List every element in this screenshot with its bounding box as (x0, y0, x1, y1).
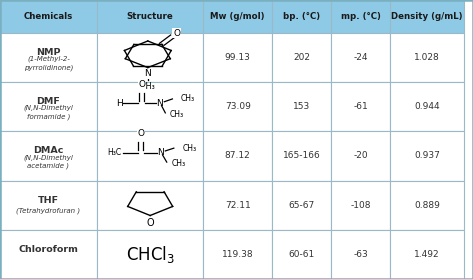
Bar (390, 0, 464, 33)
Text: CH₃: CH₃ (140, 82, 155, 91)
Bar (97, 230, 203, 279)
Text: Chloroform: Chloroform (18, 245, 79, 254)
Bar (272, 181, 331, 230)
Text: -108: -108 (350, 201, 371, 210)
Text: DMAc: DMAc (33, 146, 64, 155)
Bar (390, 33, 464, 82)
Text: N: N (156, 99, 163, 108)
Text: N: N (157, 148, 164, 157)
Bar (203, 33, 272, 82)
Bar (390, 82, 464, 131)
Text: 0.889: 0.889 (414, 201, 440, 210)
Text: Density (g/mL): Density (g/mL) (391, 12, 463, 21)
Bar (272, 0, 331, 33)
Bar (97, 131, 203, 181)
Text: 72.11: 72.11 (225, 201, 251, 210)
Bar (0, 0, 97, 33)
Text: CHCl$_3$: CHCl$_3$ (126, 244, 175, 265)
Text: (1-Methyl-2-
pyrrolidinone): (1-Methyl-2- pyrrolidinone) (24, 56, 73, 71)
Bar (272, 33, 331, 82)
Text: NMP: NMP (36, 48, 61, 57)
Text: N: N (144, 69, 151, 78)
Text: bp. (°C): bp. (°C) (283, 12, 320, 21)
Text: 0.937: 0.937 (414, 151, 440, 160)
Bar (390, 181, 464, 230)
Text: Mw (g/mol): Mw (g/mol) (210, 12, 265, 21)
Text: 60-61: 60-61 (289, 250, 315, 259)
Text: -61: -61 (353, 102, 368, 111)
Text: (N,N-Dimethyl
formamide ): (N,N-Dimethyl formamide ) (24, 105, 73, 120)
Bar (0, 181, 97, 230)
Text: 73.09: 73.09 (225, 102, 251, 111)
Text: (Tetrahydrofuran ): (Tetrahydrofuran ) (17, 208, 80, 214)
Text: 0.944: 0.944 (414, 102, 440, 111)
Bar (97, 0, 203, 33)
Text: O: O (173, 29, 180, 38)
Text: Structure: Structure (127, 12, 174, 21)
Bar (203, 181, 272, 230)
Text: -24: -24 (353, 53, 368, 62)
Bar (331, 181, 390, 230)
Bar (331, 33, 390, 82)
Bar (331, 82, 390, 131)
Text: 1.492: 1.492 (414, 250, 440, 259)
Text: mp. (°C): mp. (°C) (341, 12, 381, 21)
Text: 99.13: 99.13 (225, 53, 251, 62)
Bar (0, 82, 97, 131)
Bar (97, 33, 203, 82)
Text: 1.028: 1.028 (414, 53, 440, 62)
Bar (390, 131, 464, 181)
Bar (0, 230, 97, 279)
Bar (0, 33, 97, 82)
Text: 87.12: 87.12 (225, 151, 251, 160)
Text: O: O (146, 218, 154, 228)
Text: CH₃: CH₃ (171, 159, 185, 168)
Text: (N,N-Dimethyl
acetamide ): (N,N-Dimethyl acetamide ) (24, 154, 73, 169)
Text: H: H (116, 99, 123, 108)
Text: 65-67: 65-67 (289, 201, 315, 210)
Text: 119.38: 119.38 (222, 250, 254, 259)
Bar (331, 230, 390, 279)
Bar (390, 230, 464, 279)
Text: DMF: DMF (36, 97, 61, 106)
Bar (272, 82, 331, 131)
Text: 165-166: 165-166 (283, 151, 320, 160)
Text: O: O (137, 129, 144, 138)
Text: 202: 202 (293, 53, 310, 62)
Bar (203, 0, 272, 33)
Bar (203, 131, 272, 181)
Text: -20: -20 (353, 151, 368, 160)
Text: CH₃: CH₃ (181, 94, 195, 104)
Bar (0, 131, 97, 181)
Text: Chemicals: Chemicals (24, 12, 73, 21)
Bar (203, 82, 272, 131)
Bar (97, 82, 203, 131)
Bar (272, 131, 331, 181)
Text: CH₃: CH₃ (170, 110, 184, 119)
Text: THF: THF (38, 196, 59, 205)
Text: H₃C: H₃C (108, 148, 122, 157)
Bar (331, 131, 390, 181)
Text: -63: -63 (353, 250, 368, 259)
Bar (331, 0, 390, 33)
Bar (203, 230, 272, 279)
Text: CH₃: CH₃ (183, 144, 196, 153)
Text: O: O (138, 80, 145, 89)
Text: 153: 153 (293, 102, 310, 111)
Bar (97, 181, 203, 230)
Bar (272, 230, 331, 279)
